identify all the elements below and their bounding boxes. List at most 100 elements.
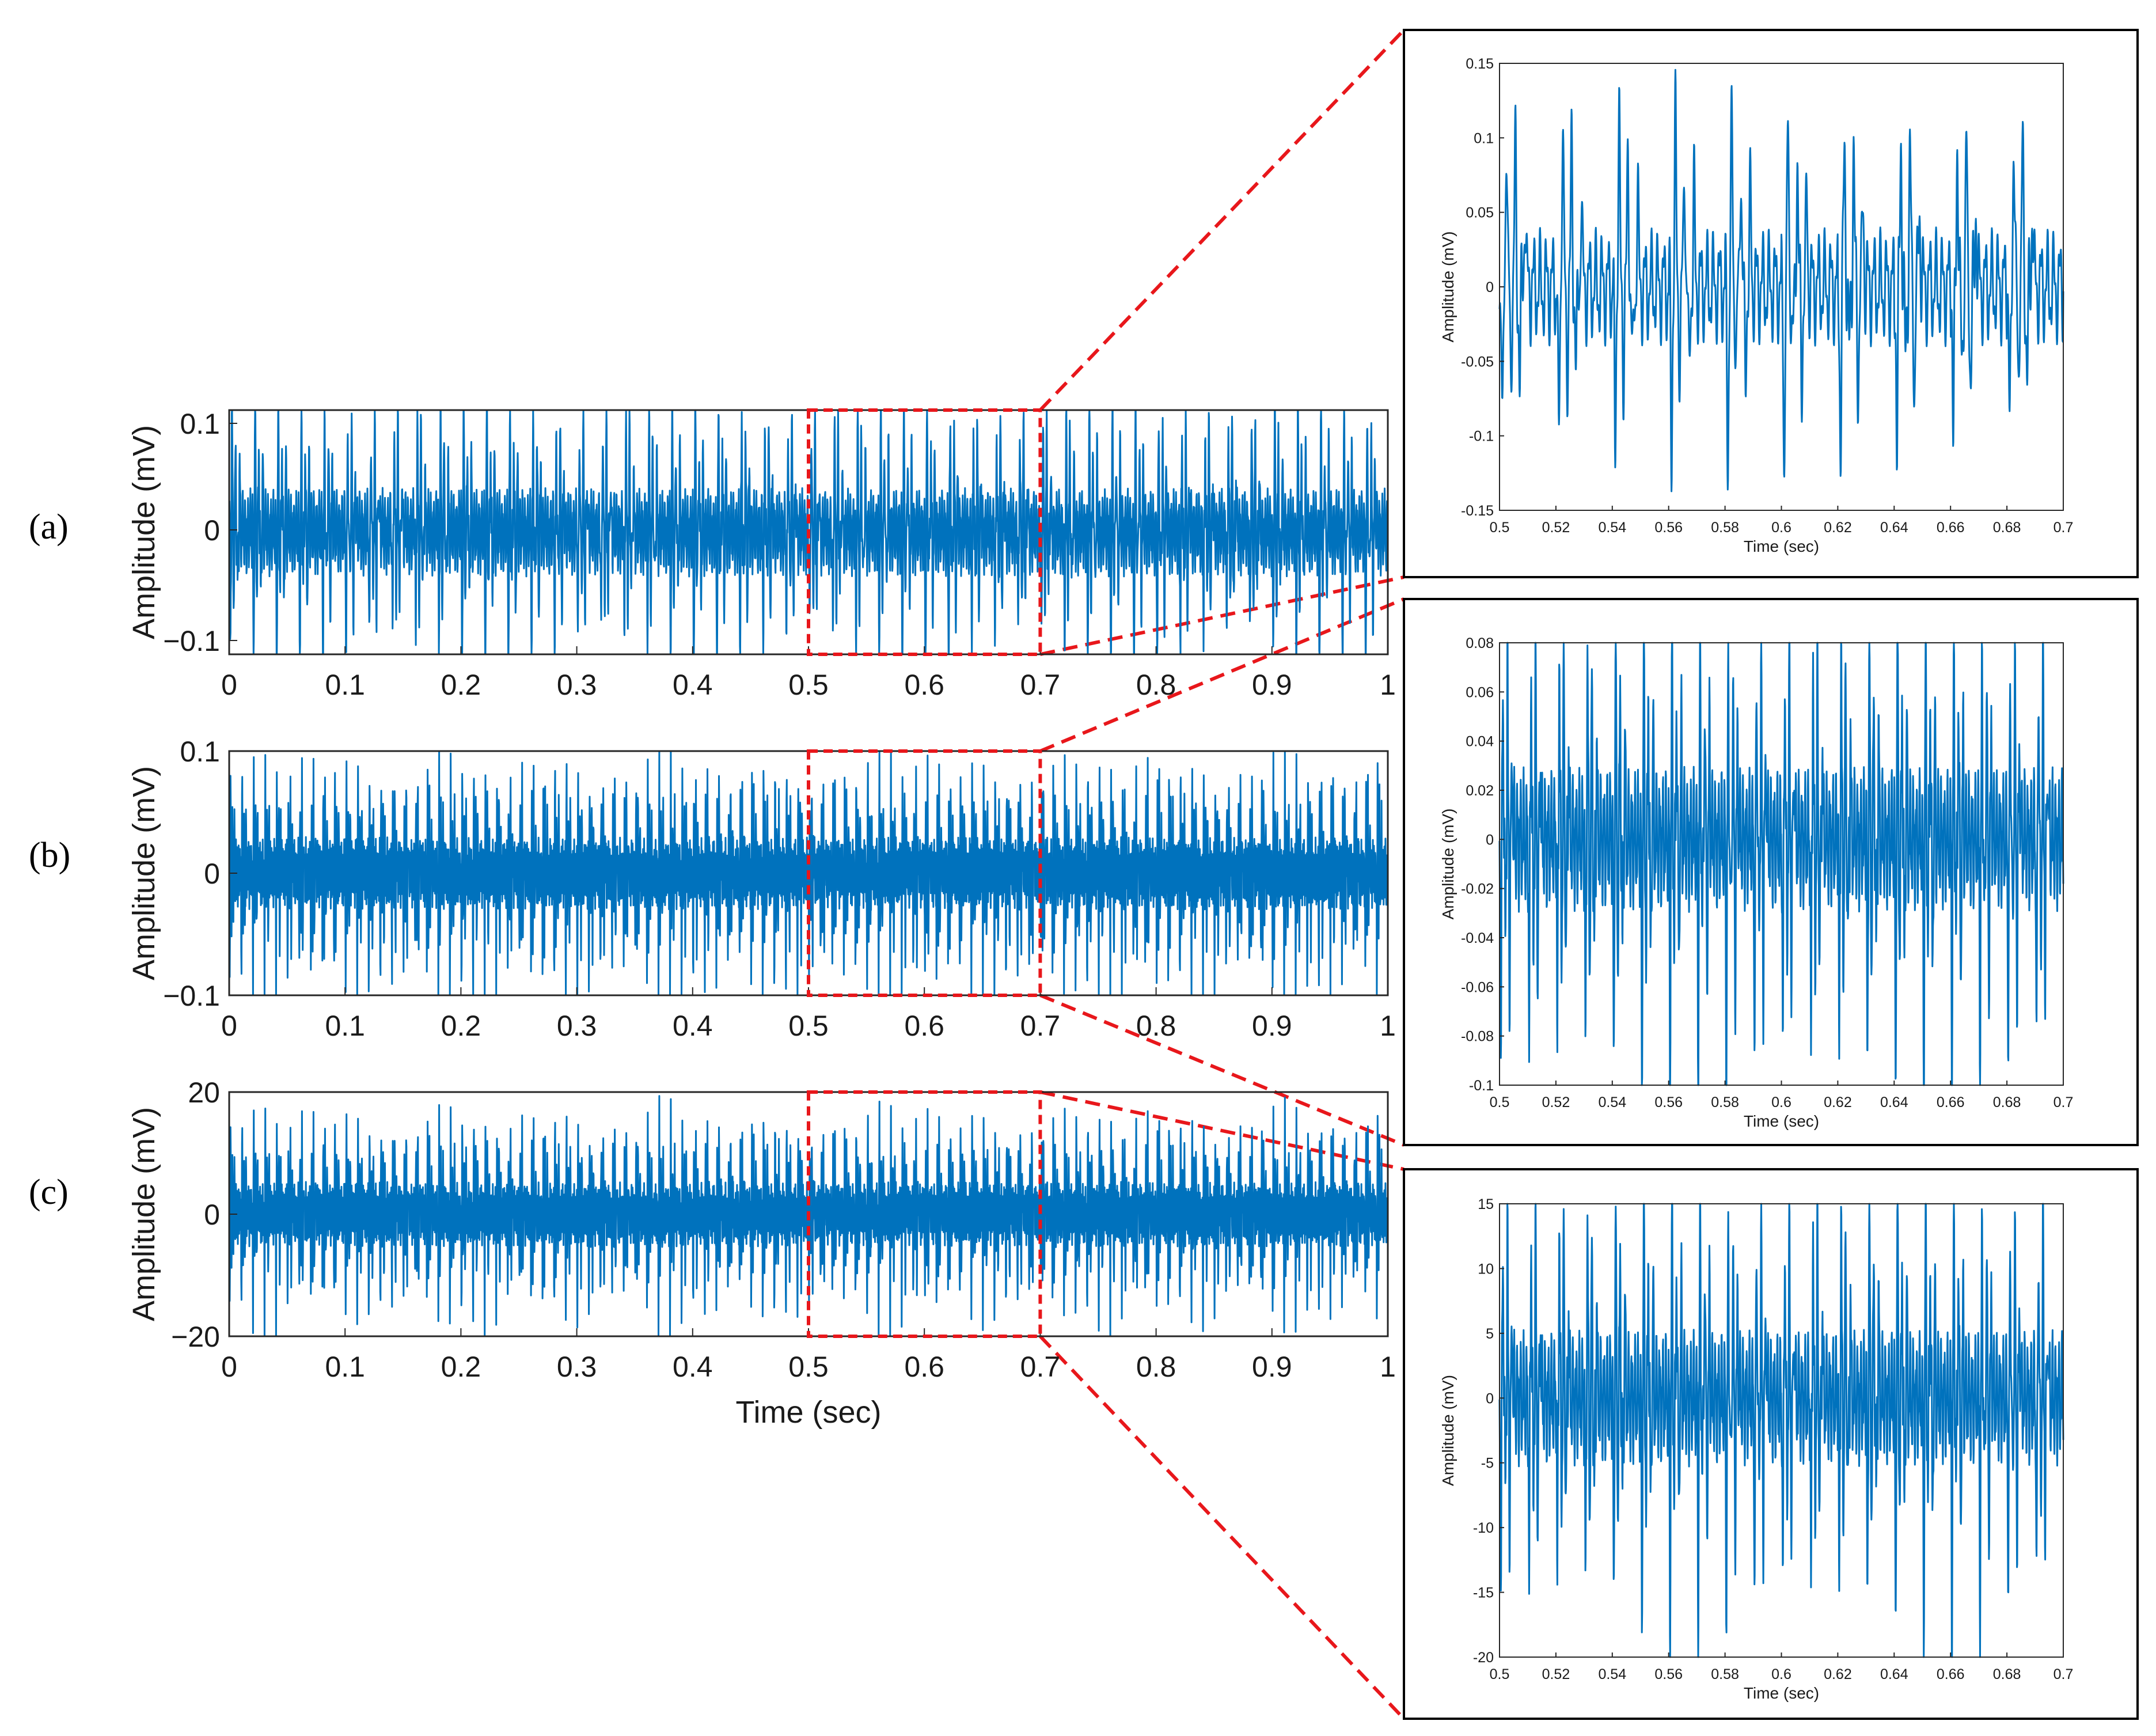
x-tick-label: 0.8 — [1136, 1010, 1176, 1042]
y-axis-label: Amplitude (mV) — [127, 425, 161, 639]
y-axis-label: Amplitude (mV) — [1439, 1375, 1457, 1486]
panel-label-c: (c) — [29, 1173, 69, 1212]
y-tick-label: 0 — [1486, 1390, 1494, 1407]
y-tick-label: 0 — [204, 1199, 220, 1231]
x-tick-label: 1 — [1380, 1010, 1396, 1042]
x-tick-label: 0.58 — [1711, 520, 1739, 536]
y-tick-label: 0.1 — [180, 736, 220, 768]
x-tick-label: 0.1 — [325, 1351, 365, 1383]
x-tick-label: 0.5 — [1490, 520, 1510, 536]
x-tick-label: 0.3 — [557, 669, 597, 701]
x-tick-label: 0.56 — [1654, 1094, 1683, 1110]
x-tick-label: 0.64 — [1880, 1094, 1908, 1110]
x-tick-label: 0.62 — [1824, 1094, 1852, 1110]
x-tick-label: 0.7 — [1020, 1010, 1061, 1042]
chart-b-zoom: 0.5 0.52 0.54 0.56 0.58 0.6 0.62 0.64 0.66 0.68 0.… — [1403, 598, 2139, 1146]
x-tick-label: 0.58 — [1711, 1094, 1739, 1110]
x-tick-label: 0.52 — [1542, 520, 1570, 536]
x-axis-label: Time (sec) — [1744, 1684, 1819, 1702]
x-tick-label: 0.2 — [441, 1010, 481, 1042]
y-tick-label: 15 — [1478, 1196, 1494, 1212]
x-tick-label: 0.6 — [904, 1010, 944, 1042]
x-tick-label: 0.8 — [1136, 669, 1176, 701]
y-axis-label: Amplitude (mV) — [1439, 232, 1457, 343]
x-tick-label: 0.7 — [1020, 669, 1061, 701]
signal-line — [1498, 69, 2064, 492]
x-tick-label: 0.6 — [904, 1351, 944, 1383]
y-tick-label: -0.1 — [1469, 429, 1494, 445]
x-tick-label: 0.6 — [1771, 1094, 1791, 1110]
y-tick-label: 0.08 — [1466, 635, 1494, 651]
x-tick-label: 0.62 — [1824, 1666, 1852, 1682]
x-tick-label: 0.64 — [1880, 520, 1908, 536]
x-tick-label: 0.4 — [673, 669, 713, 701]
x-tick-label: 0.4 — [673, 1010, 713, 1042]
y-axis-label: Amplitude (mV) — [127, 1107, 161, 1321]
x-tick-label: 0.56 — [1654, 1666, 1683, 1682]
x-tick-label: 0.9 — [1252, 1010, 1292, 1042]
y-tick-label: -15 — [1473, 1585, 1494, 1601]
y-tick-label: -0.02 — [1461, 881, 1494, 897]
chart-c-full: 0 0.1 0.2 0.3 0.4 0.5 0.6 0.7 0.8 0.9 1−20020Ampli… — [127, 1077, 1396, 1430]
y-tick-label: -5 — [1481, 1455, 1494, 1472]
x-tick-label: 0.54 — [1598, 1666, 1626, 1682]
y-tick-label: -10 — [1473, 1520, 1494, 1536]
y-tick-label: 10 — [1478, 1261, 1494, 1277]
x-tick-label: 0.4 — [673, 1351, 713, 1383]
y-tick-label: 0.15 — [1466, 56, 1494, 72]
x-tick-label: 0.62 — [1824, 520, 1852, 536]
y-tick-label: -0.08 — [1461, 1029, 1494, 1045]
x-tick-label: 0.3 — [557, 1351, 597, 1383]
x-tick-label: 0 — [221, 1010, 237, 1042]
y-tick-label: 0 — [204, 514, 220, 547]
chart-a-full: 0 0.1 0.2 0.3 0.4 0.5 0.6 0.7 0.8 0.9 1−0.100.1Amp… — [127, 408, 1396, 701]
x-tick-label: 0.6 — [1771, 1666, 1791, 1682]
x-tick-label: 0.54 — [1598, 1094, 1626, 1110]
chart-b-full: 0 0.1 0.2 0.3 0.4 0.5 0.6 0.7 0.8 0.9 1−0.100.1Amp… — [127, 736, 1396, 1042]
y-tick-label: 0.06 — [1466, 684, 1494, 700]
x-tick-label: 0.5 — [788, 1010, 829, 1042]
x-tick-label: 0.1 — [325, 669, 365, 701]
panel-label-b: (b) — [29, 836, 70, 875]
y-axis-label: Amplitude (mV) — [1439, 809, 1457, 920]
x-tick-label: 0.2 — [441, 1351, 481, 1383]
y-tick-label: -0.05 — [1461, 354, 1494, 370]
x-tick-label: 0.5 — [1490, 1094, 1510, 1110]
signal-line — [1498, 1203, 2064, 1658]
x-tick-label: 0.68 — [1993, 1094, 2021, 1110]
zoom-connector — [1039, 1335, 1406, 1720]
x-tick-label: 0.54 — [1598, 520, 1626, 536]
y-tick-label: −20 — [171, 1321, 220, 1353]
x-tick-label: 0.66 — [1937, 1666, 1965, 1682]
x-tick-label: 0.7 — [1020, 1351, 1061, 1383]
x-tick-label: 0.64 — [1880, 1666, 1908, 1682]
signal-line — [1498, 642, 2064, 1086]
x-tick-label: 0.5 — [788, 1351, 829, 1383]
y-tick-label: 0.04 — [1466, 734, 1494, 750]
x-tick-label: 0.6 — [904, 669, 944, 701]
x-tick-label: 0.8 — [1136, 1351, 1176, 1383]
x-tick-label: 0.56 — [1654, 520, 1683, 536]
x-tick-label: 0.52 — [1542, 1094, 1570, 1110]
x-tick-label: 0.2 — [441, 669, 481, 701]
x-tick-label: 0.9 — [1252, 669, 1292, 701]
x-tick-label: 0.5 — [788, 669, 829, 701]
y-tick-label: 20 — [188, 1077, 220, 1109]
y-tick-label: 0.1 — [180, 408, 220, 440]
x-tick-label: 0.7 — [2053, 1666, 2074, 1682]
y-tick-label: 0 — [1486, 832, 1494, 848]
x-tick-label: 1 — [1380, 1351, 1396, 1383]
x-axis-label: Time (sec) — [1744, 1112, 1819, 1130]
x-tick-label: 0.6 — [1771, 520, 1791, 536]
x-tick-label: 0.7 — [2053, 1094, 2074, 1110]
y-tick-label: 0.02 — [1466, 783, 1494, 799]
y-tick-label: 0 — [204, 858, 220, 890]
x-axis-label: Time (sec) — [736, 1395, 882, 1430]
y-tick-label: 0.05 — [1466, 205, 1494, 221]
y-tick-label: −0.1 — [163, 980, 220, 1012]
y-tick-label: −0.1 — [163, 625, 220, 657]
x-tick-label: 0.66 — [1937, 520, 1965, 536]
x-tick-label: 0.7 — [2053, 520, 2074, 536]
zoom-box — [807, 749, 1042, 997]
x-tick-label: 0.52 — [1542, 1666, 1570, 1682]
